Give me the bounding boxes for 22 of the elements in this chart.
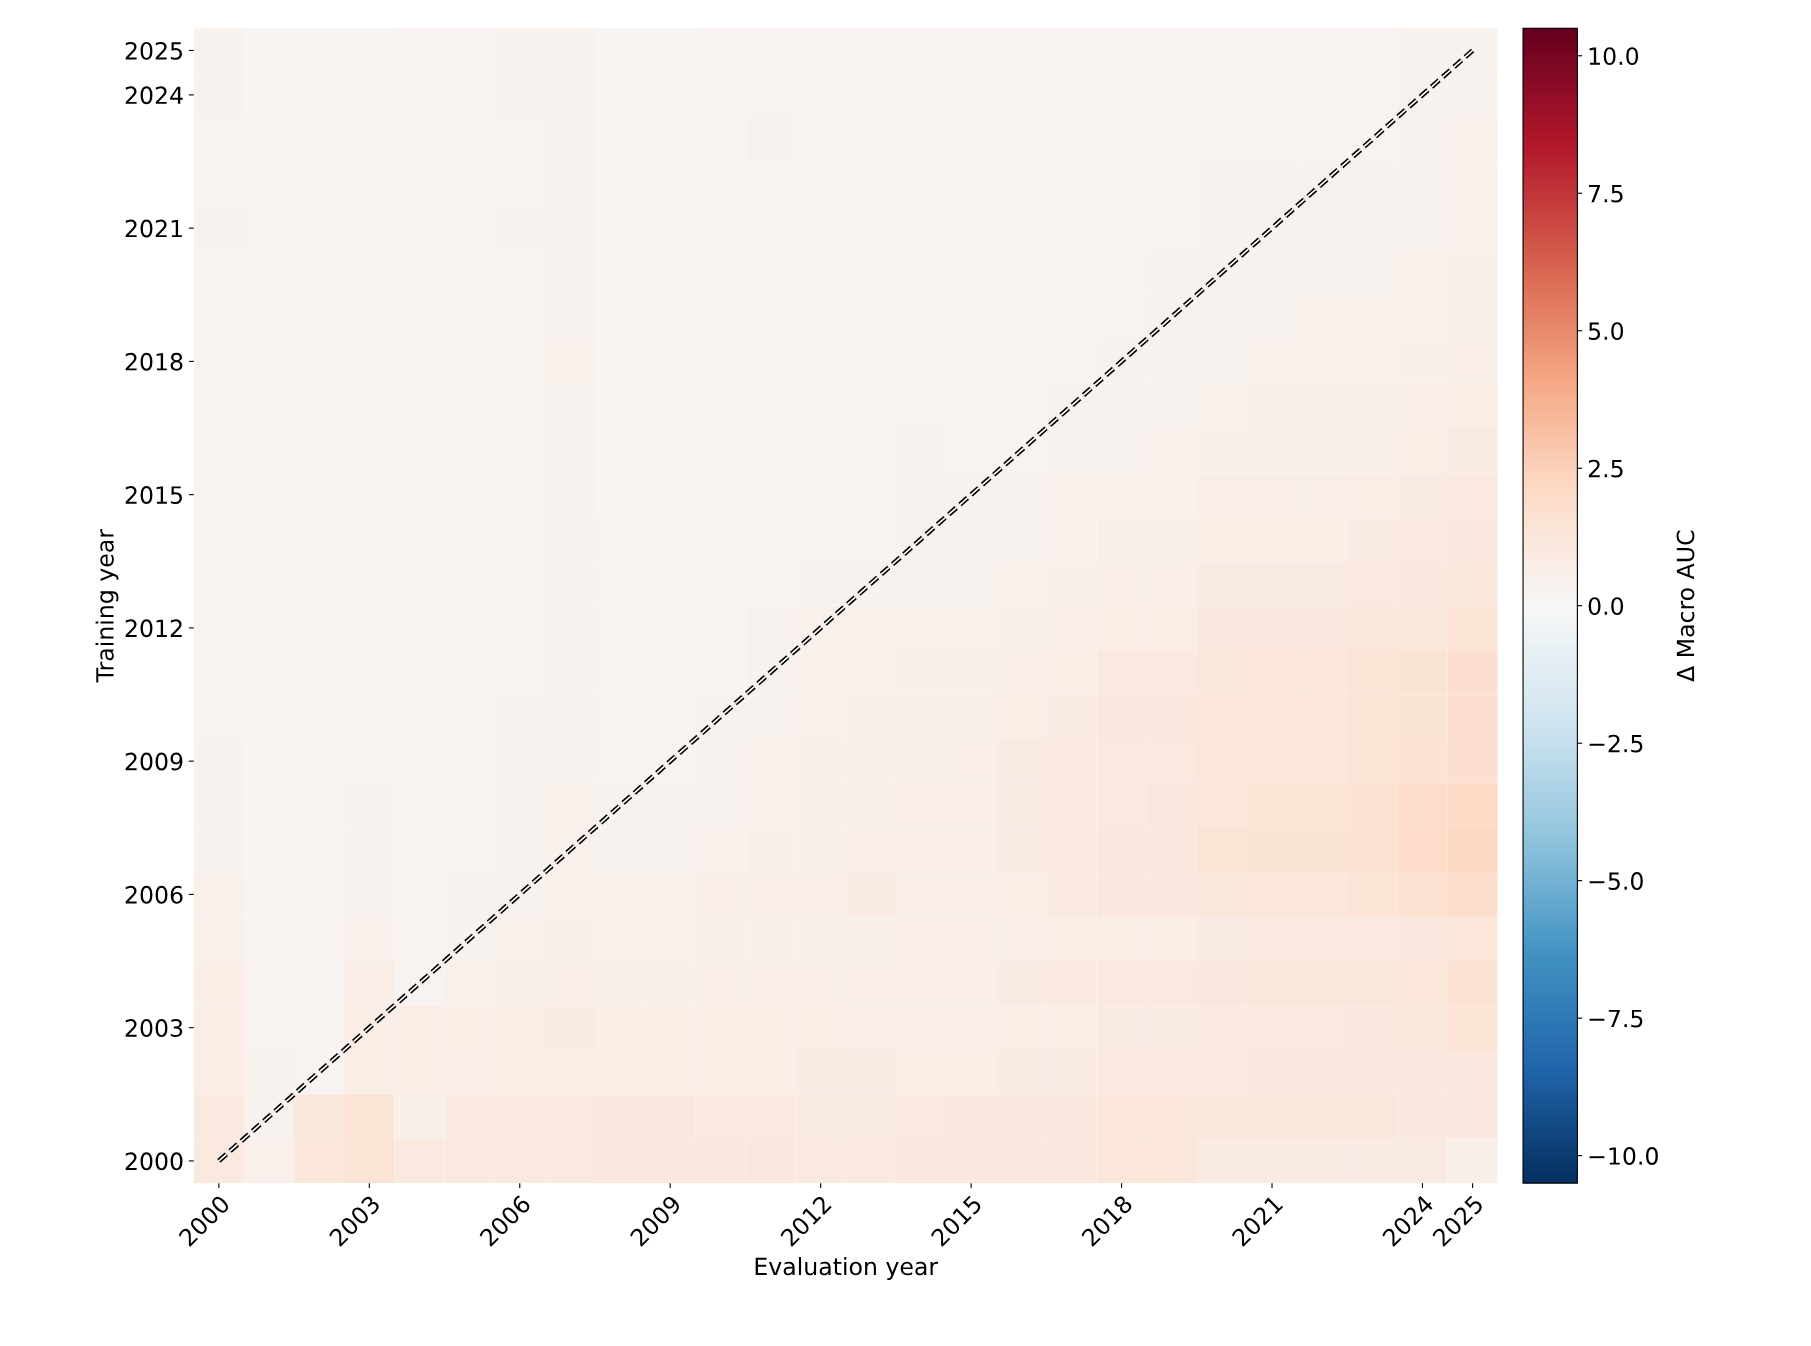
y-tick-label: 2012 bbox=[125, 619, 182, 638]
color-bar-label: −5.0 bbox=[1589, 872, 1643, 890]
color-bar-label: 0.0 bbox=[1588, 597, 1624, 616]
y-tick-label: 2025 bbox=[125, 41, 182, 60]
color-bar-label: 2.5 bbox=[1588, 459, 1623, 478]
color-bar-label: −2.5 bbox=[1589, 734, 1643, 753]
color-bar-label: −7.5 bbox=[1589, 1009, 1643, 1028]
y-tick-label: 2024 bbox=[125, 86, 183, 105]
y-tick-label: 2009 bbox=[125, 752, 183, 771]
y-tick-label: 2018 bbox=[125, 352, 183, 371]
color-bar-label: 5.0 bbox=[1588, 322, 1624, 341]
y-tick-label: 2003 bbox=[125, 1019, 183, 1037]
y-tick-label: 2006 bbox=[125, 885, 183, 904]
color-bar-label: −10.0 bbox=[1589, 1147, 1658, 1165]
color-bar-label: 10.0 bbox=[1589, 47, 1639, 66]
y-tick-label: 2015 bbox=[125, 486, 182, 504]
y-tick-label: 2000 bbox=[125, 1152, 183, 1171]
x-axis-title: Evaluation year bbox=[755, 1257, 939, 1280]
color-bar-title: Δ Macro AUC bbox=[1676, 530, 1695, 682]
y-axis-title: Training year bbox=[95, 529, 119, 683]
y-tick-label: 2021 bbox=[125, 219, 182, 238]
color-bar-label: 7.5 bbox=[1589, 185, 1623, 203]
